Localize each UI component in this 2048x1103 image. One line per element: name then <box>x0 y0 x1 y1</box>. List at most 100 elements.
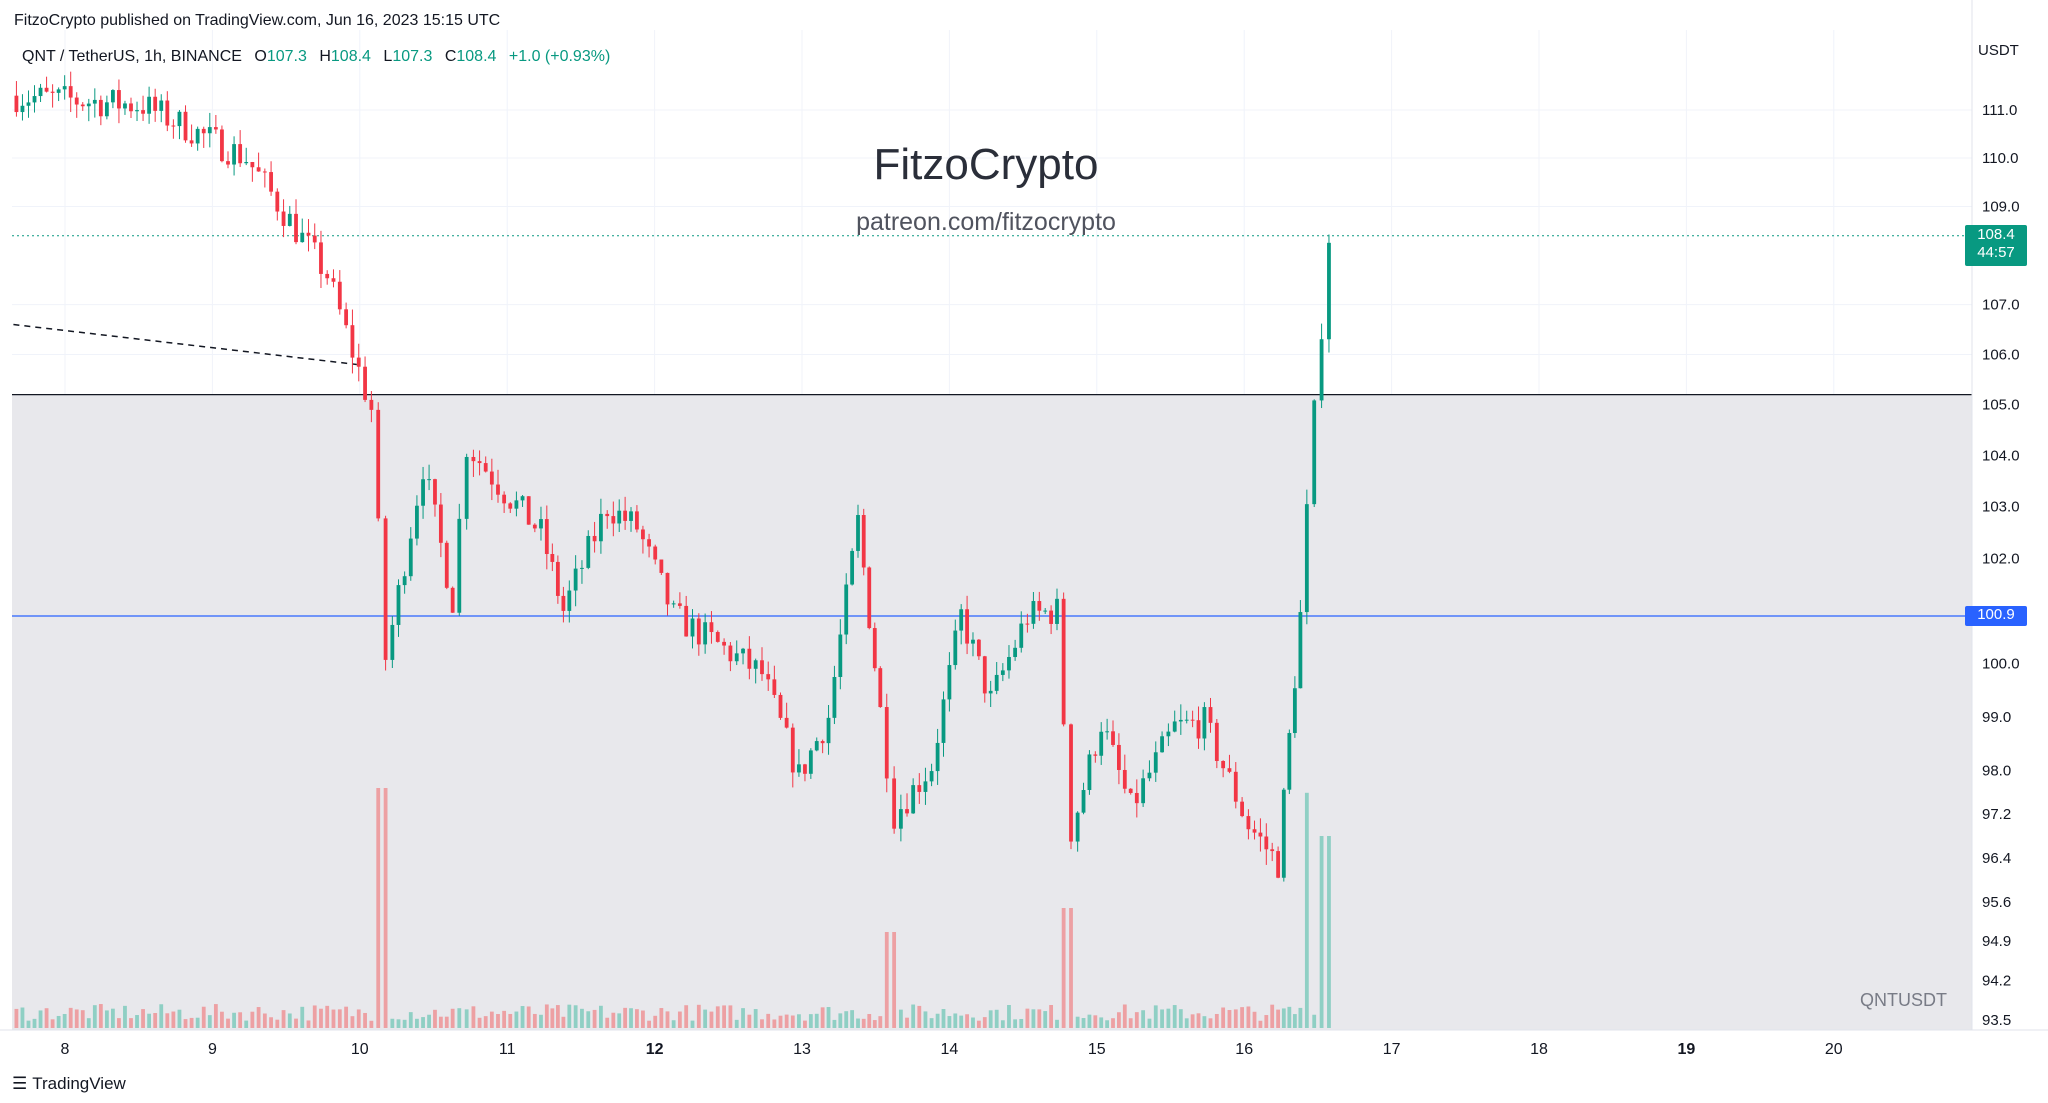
candle-body <box>433 479 437 505</box>
volume-bar <box>408 1012 413 1028</box>
candle-body <box>623 510 628 521</box>
candle-body <box>671 603 676 605</box>
volume-bar <box>165 1013 170 1028</box>
candle-body <box>396 585 401 625</box>
candle-body <box>14 95 19 113</box>
volume-bar <box>56 1015 61 1028</box>
volume-bar <box>703 1009 708 1028</box>
volume-bar <box>262 1013 267 1028</box>
volume-bar <box>471 1006 476 1028</box>
volume-bar <box>80 1010 85 1028</box>
volume-bar <box>580 1008 584 1028</box>
candle-body <box>269 172 273 192</box>
volume-bar <box>183 1019 188 1028</box>
candle-body <box>911 785 916 814</box>
volume-bar <box>690 1020 695 1028</box>
volume-bar <box>1037 1009 1042 1028</box>
volume-bar <box>1147 1018 1152 1028</box>
volume-bar <box>369 1020 374 1028</box>
candle-body <box>850 550 855 585</box>
candle-body <box>1105 731 1110 733</box>
candle-body <box>1111 731 1115 745</box>
volume-bar <box>1227 1010 1232 1028</box>
candle-body <box>971 639 975 644</box>
candle-body <box>1007 657 1011 671</box>
candle-body <box>153 96 158 111</box>
y-tick-label: 103.0 <box>1982 499 2020 516</box>
volume-bar <box>728 1005 733 1028</box>
candle-body <box>1128 788 1133 793</box>
candle-body <box>1075 812 1080 842</box>
candle-body <box>201 128 206 134</box>
candle-body <box>1190 719 1195 721</box>
volume-bar <box>275 1019 280 1028</box>
volume-bar <box>1134 1012 1139 1028</box>
candle-body <box>135 110 139 112</box>
volume-bar <box>935 1013 940 1028</box>
volume-bar <box>14 1008 19 1028</box>
candle-body <box>376 409 381 519</box>
volume-bar <box>502 1010 507 1028</box>
candle-body <box>220 129 224 162</box>
candle-body <box>1049 610 1054 624</box>
volume-bar <box>444 1016 449 1028</box>
volume-bar <box>1246 1006 1251 1028</box>
tradingview-brand[interactable]: ☰ TradingView <box>12 1074 126 1094</box>
volume-bar <box>1214 1013 1219 1028</box>
volume-bar <box>390 1018 395 1028</box>
volume-bar <box>1075 1016 1080 1028</box>
volume-bar <box>1000 1020 1005 1028</box>
y-tick-label: 109.0 <box>1982 198 2020 215</box>
volume-bar <box>1270 1004 1275 1028</box>
volume-bar <box>1276 1009 1281 1028</box>
y-tick-label: 98.0 <box>1982 763 2011 780</box>
volume-bar <box>1327 836 1331 1028</box>
legend-symbol[interactable]: QNT / TetherUS, 1h, BINANCE <box>22 48 242 65</box>
candle-body <box>1019 623 1024 648</box>
volume-bar <box>438 1016 443 1028</box>
volume-bar <box>159 1004 164 1028</box>
volume-bar <box>561 1016 566 1028</box>
candle-body <box>369 399 374 410</box>
volume-bar <box>844 1011 849 1028</box>
volume-bar <box>550 1008 555 1028</box>
volume-bar <box>1184 1018 1189 1028</box>
volume-bar <box>659 1008 664 1028</box>
candle-body <box>790 727 795 773</box>
candle-body <box>898 809 903 829</box>
y-tick-label: 94.2 <box>1982 972 2011 989</box>
legend-change: +1.0 (+0.93%) <box>508 48 611 65</box>
time-axis[interactable]: 8 9 10 11 12 13 14 15 16 17 18 19 20 <box>61 1041 1843 1058</box>
volume-bar <box>98 1004 103 1028</box>
candle-body <box>1147 772 1152 779</box>
currency-label: USDT <box>1978 42 2019 59</box>
candle-body <box>567 590 572 611</box>
candle-body <box>1287 733 1292 790</box>
volume-bar <box>976 1020 981 1028</box>
volume-bar <box>135 1015 139 1028</box>
y-tick-label: 94.9 <box>1982 933 2011 950</box>
volume-bar <box>599 1005 603 1028</box>
volume-bar <box>1208 1018 1213 1028</box>
candle-body <box>1166 731 1171 737</box>
candle-body <box>1214 722 1219 762</box>
candle-body <box>561 595 566 611</box>
candle-body <box>477 461 482 464</box>
candle-body <box>734 653 739 662</box>
candle-body <box>814 741 819 751</box>
candle-body <box>444 542 449 588</box>
candle-body <box>994 674 999 691</box>
price-axis[interactable]: 111.0 110.0 109.0 107.0 106.0 105.0 104.0 103.0… <box>1982 102 2020 1029</box>
candle-body <box>1292 688 1297 734</box>
volume-bar <box>1013 1019 1018 1028</box>
candle-body <box>1031 601 1036 624</box>
candle-body <box>677 603 682 606</box>
candle-body <box>832 676 837 718</box>
candle-body <box>1013 647 1018 658</box>
candle-body <box>337 281 342 310</box>
volume-bar <box>1117 1012 1121 1028</box>
candle-body <box>935 742 940 772</box>
volume-bar <box>1160 1009 1164 1028</box>
candle-body <box>1099 731 1104 756</box>
